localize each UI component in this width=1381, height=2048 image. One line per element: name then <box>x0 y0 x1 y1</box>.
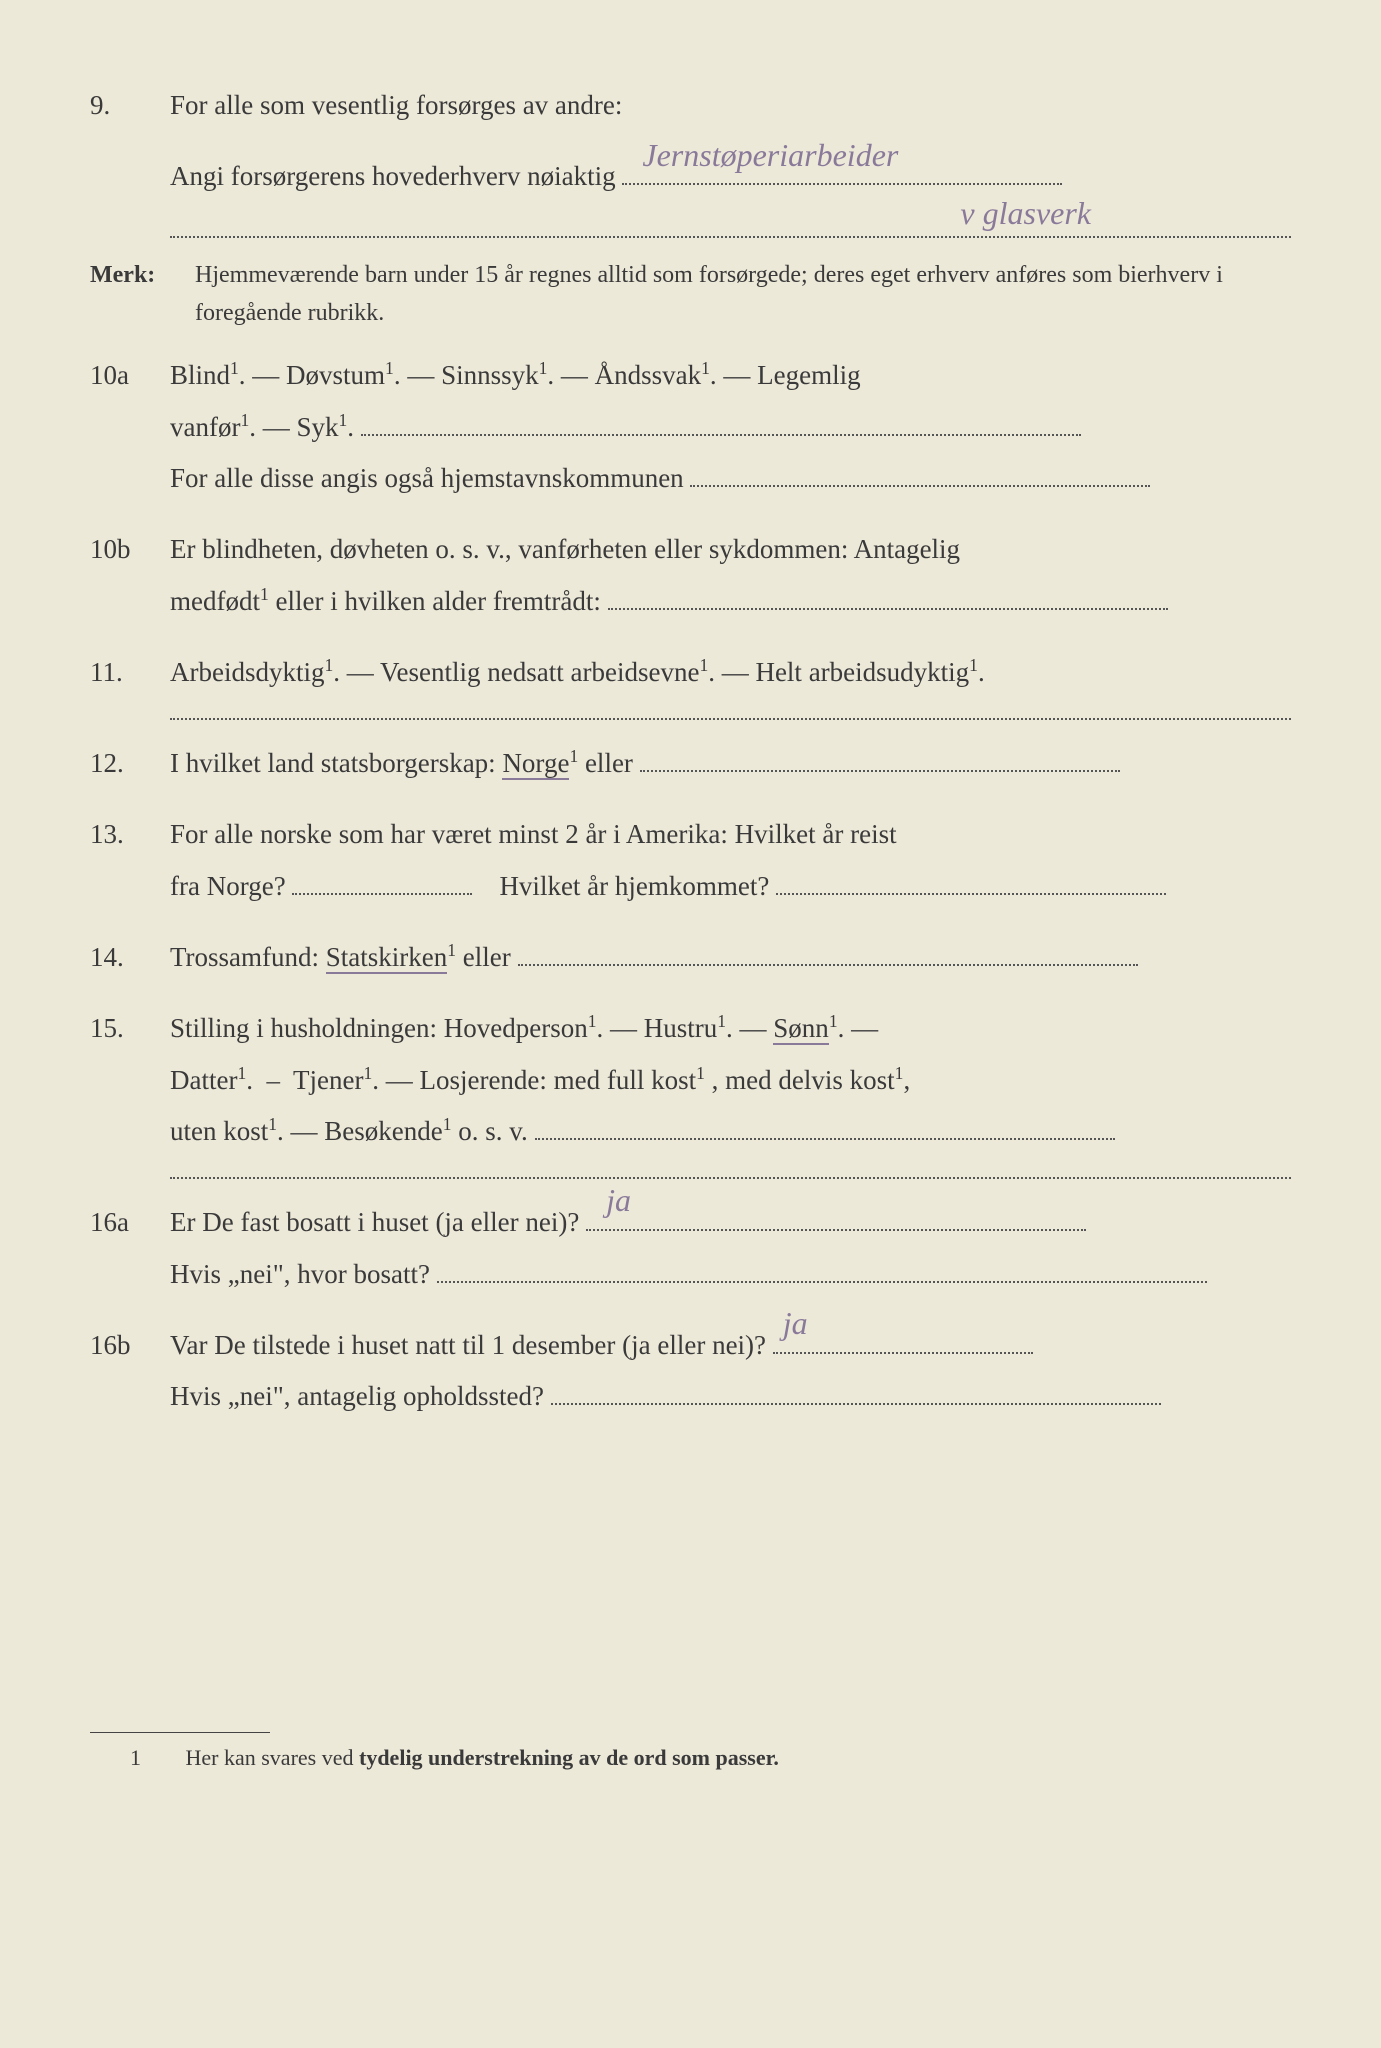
q9-rule <box>170 236 1291 238</box>
question-16a: 16a Er De fast bosatt i huset (ja eller … <box>90 1197 1291 1300</box>
question-16b: 16b Var De tilstede i huset natt til 1 d… <box>90 1320 1291 1423</box>
q15-content: Stilling i husholdningen: Hovedperson1. … <box>170 1003 1291 1157</box>
footnote-text: Her kan svares ved tydelig understreknin… <box>186 1745 779 1770</box>
question-11: 11. Arbeidsdyktig1. — Vesentlig nedsatt … <box>90 647 1291 698</box>
q10b-content: Er blindheten, døvheten o. s. v., vanfør… <box>170 524 1291 627</box>
question-10b: 10b Er blindheten, døvheten o. s. v., va… <box>90 524 1291 627</box>
question-15: 15. Stilling i husholdningen: Hovedperso… <box>90 1003 1291 1157</box>
q12-number: 12. <box>90 738 170 789</box>
footnote-divider <box>90 1732 270 1733</box>
census-form-page: 9. For alle som vesentlig forsørges av a… <box>0 0 1381 2048</box>
question-13: 13. For alle norske som har været minst … <box>90 809 1291 912</box>
q12-content: I hvilket land statsborgerskap: Norge1 e… <box>170 738 1291 789</box>
merk-text: Hjemmeværende barn under 15 år regnes al… <box>195 256 1291 333</box>
question-12: 12. I hvilket land statsborgerskap: Norg… <box>90 738 1291 789</box>
merk-note: Merk: Hjemmeværende barn under 15 år reg… <box>90 256 1291 333</box>
q11-content: Arbeidsdyktig1. — Vesentlig nedsatt arbe… <box>170 647 1291 698</box>
q9-label: Angi forsørgerens hovederhverv nøiaktig <box>170 161 616 191</box>
q16b-content: Var De tilstede i huset natt til 1 desem… <box>170 1320 1291 1423</box>
footnote-number: 1 <box>130 1745 180 1771</box>
footnote: 1 Her kan svares ved tydelig understrekn… <box>90 1745 1291 1771</box>
question-14: 14. Trossamfund: Statskirken1 eller <box>90 932 1291 983</box>
q9-handwritten-1: Jernstøperiarbeider <box>642 125 898 186</box>
q13-number: 13. <box>90 809 170 912</box>
q9-number: 9. <box>90 80 170 131</box>
q13-content: For alle norske som har været minst 2 år… <box>170 809 1291 912</box>
q10b-number: 10b <box>90 524 170 627</box>
q15-rule <box>170 1177 1291 1179</box>
blank-area <box>90 1442 1291 1722</box>
q14-content: Trossamfund: Statskirken1 eller <box>170 932 1291 983</box>
q16a-handwritten: ja <box>606 1170 631 1231</box>
q10a-content: Blind1. — Døvstum1. — Sinnssyk1. — Åndss… <box>170 350 1291 504</box>
q11-rule <box>170 718 1291 720</box>
q10a-number: 10a <box>90 350 170 504</box>
question-10a: 10a Blind1. — Døvstum1. — Sinnssyk1. — Å… <box>90 350 1291 504</box>
merk-label: Merk: <box>90 256 195 333</box>
q16a-number: 16a <box>90 1197 170 1300</box>
q16b-handwritten: ja <box>783 1293 808 1354</box>
q14-number: 14. <box>90 932 170 983</box>
q11-number: 11. <box>90 647 170 698</box>
q16a-content: Er De fast bosatt i huset (ja eller nei)… <box>170 1197 1291 1300</box>
q16b-number: 16b <box>90 1320 170 1423</box>
q15-number: 15. <box>90 1003 170 1157</box>
